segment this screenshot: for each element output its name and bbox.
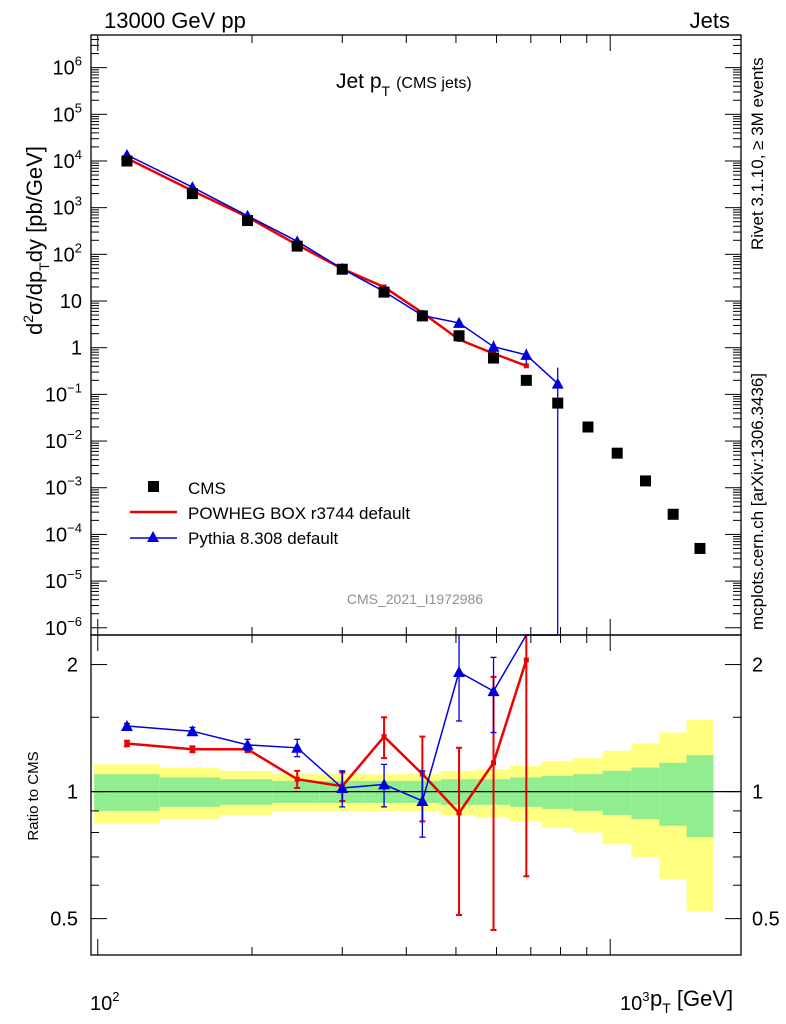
title-note: (CMS jets) [396,75,472,92]
pythia-point [551,377,564,389]
cms-point [488,352,500,364]
pythia-ratio-point [120,720,133,732]
pythia-ratio-point [453,666,466,678]
powheg-ratio-line [126,659,528,815]
pythia-ratio-point [241,738,254,750]
main-y-tick-label: 1 [71,338,82,360]
main-y-tick-label: 10−3 [45,474,82,500]
powheg-ratio-point [294,776,300,782]
x-tick-label-100: 102 [90,989,119,1015]
cms-point [121,155,133,167]
ratio-y-tick-label-right: 2 [752,655,763,677]
legend-powheg-label: POWHEG BOX r3744 default [188,504,410,523]
y-tick-labels: 10610510410310210110−110−210−310−410−510… [45,54,780,931]
legend: CMS POWHEG BOX r3744 default Pythia 8.30… [130,479,410,548]
cms-point [611,447,623,459]
pythia-point [453,316,466,328]
main-y-tick-label: 10−5 [45,567,82,593]
cms-point [336,263,348,275]
legend-pythia-label: Pythia 8.308 default [188,529,339,548]
main-y-tick-label: 10−6 [45,614,82,640]
ratio-y-tick-label: 1 [67,782,78,804]
cms-point [186,188,198,200]
powheg-ratio-point [456,810,462,816]
legend-cms-marker [148,481,159,492]
cms-point [416,310,428,322]
main-y-tick-label: 10−1 [45,380,82,406]
pythia-ratio-point [378,778,391,790]
title-main: Jet p [336,70,382,93]
mcplots-label: mcplots.cern.ch [arXiv:1306.3436] [748,373,767,630]
main-y-tick-label: 10−4 [45,520,82,546]
pythia-point [487,340,500,352]
ratio-y-tick-label: 0.5 [50,909,78,931]
ratio-band-inner [659,762,687,826]
main-y-tick-label: 106 [53,54,82,80]
ratio-band-inner [572,774,603,811]
ratio-y-axis-label: Ratio to CMS [25,751,42,840]
ratio-plot-frame [90,634,742,956]
ratio-series-group [120,634,561,931]
main-y-tick-label: 102 [53,240,82,266]
cms-point [694,542,706,554]
powheg-ratio-point [124,741,130,747]
powheg-ratio-point [381,734,387,740]
main-y-tick-label: 10−2 [45,427,82,453]
plot-title: Jet pT (CMS jets) [336,70,472,99]
main-y-axis-label: d2σ/dpTdy [pb/GeV] [20,146,52,335]
title-sub: T [382,83,391,99]
pythia-point [520,348,533,360]
pythia-ratio-point [487,685,500,697]
cms-point [667,508,679,520]
header-left: 13000 GeV pp [104,8,246,33]
cms-point [242,215,254,227]
ratio-band-inner [631,767,660,820]
ratio-band-inner [94,774,160,811]
ratio-band-inner [542,775,573,809]
pythia-ratio-point [416,794,429,806]
legend-cms-label: CMS [188,479,226,498]
powheg-line [126,157,527,367]
legend-pythia-marker [147,531,159,542]
main-y-tick-label: 103 [53,194,82,220]
ratio-y-tick-label: 2 [67,655,78,677]
cms-point [291,240,303,252]
pythia-ratio-point [291,741,304,753]
ratio-band-inner [602,770,632,816]
cms-point [520,374,532,386]
powheg-ratio-point [523,657,529,663]
pythia-ratio-point [336,781,349,793]
pythia-ratio-point [186,725,199,737]
header-right: Jets [690,8,730,33]
main-y-tick-label: 104 [53,147,82,173]
ratio-y-tick-label-right: 0.5 [752,909,780,931]
cms-point [453,330,465,342]
rivet-label: Rivet 3.1.10, ≥ 3M events [748,57,767,250]
ratio-y-tick-label-right: 1 [752,782,763,804]
cms-point [640,475,652,487]
x-axis-label: pT [GeV] [650,986,733,1016]
x-tick-label-1000: 103 [620,989,649,1015]
ratio-band-inner [686,755,714,838]
analysis-id: CMS_2021_I1972986 [347,591,483,607]
powheg-point [523,363,529,369]
powheg-ratio-point [491,760,497,766]
cms-point [378,286,390,298]
main-y-tick-label: 105 [53,100,82,126]
cms-point [582,421,594,433]
main-series-group [120,148,706,635]
powheg-ratio-point [189,746,195,752]
main-y-tick-label: 10 [60,291,82,313]
cms-point [552,397,564,409]
